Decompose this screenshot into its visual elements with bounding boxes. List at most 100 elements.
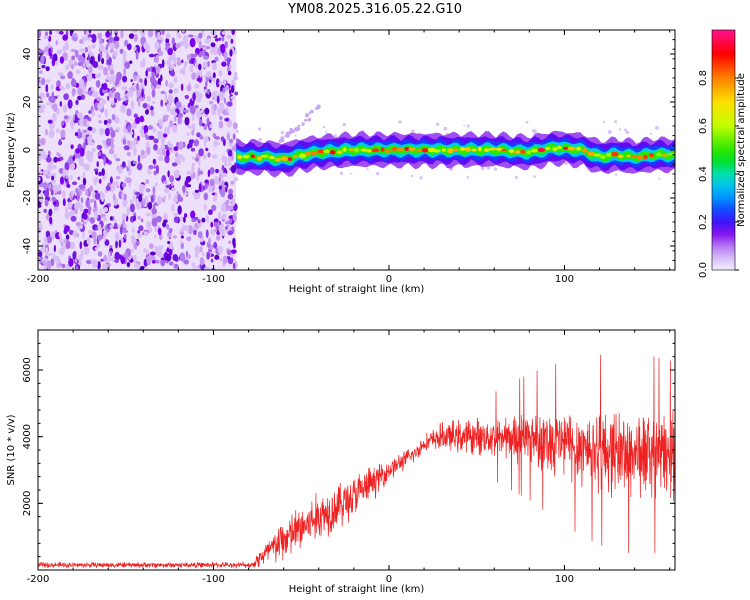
signal-hotspot <box>293 155 298 159</box>
speckle <box>463 124 465 127</box>
noise-blob <box>132 160 137 165</box>
noise-blob <box>48 183 52 190</box>
noise-blob <box>200 108 204 114</box>
noise-blob <box>170 149 175 154</box>
noise-blob <box>73 33 78 38</box>
noise-blob <box>91 110 95 117</box>
noise-blob <box>224 41 228 48</box>
noise-blob <box>104 108 108 118</box>
noise-blob <box>199 136 204 140</box>
speckle <box>436 122 440 127</box>
noise-blob <box>145 249 150 255</box>
signal-hotspot <box>567 146 576 151</box>
noise-blob <box>137 233 143 239</box>
noise-blob <box>65 234 70 240</box>
noise-blob <box>194 52 198 57</box>
noise-blob <box>180 83 184 92</box>
noise-blob <box>187 107 190 112</box>
noise-blob <box>166 224 170 230</box>
signal-hotspot <box>366 149 372 153</box>
noise-blob <box>177 205 182 215</box>
noise-blob <box>208 100 214 105</box>
speckle <box>235 129 240 133</box>
noise-blob <box>198 118 203 127</box>
signal-hotspot <box>310 151 317 156</box>
noise-blob <box>175 42 181 49</box>
noise-blob <box>191 162 196 168</box>
noise-blob <box>190 210 196 219</box>
noise-blob <box>38 30 41 39</box>
noise-blob <box>201 252 205 257</box>
noise-blob <box>126 151 131 157</box>
noise-blob <box>108 148 115 155</box>
noise-blob <box>130 99 135 110</box>
noise-blob <box>169 175 175 183</box>
noise-blob <box>76 192 80 202</box>
noise-blob <box>67 201 73 209</box>
noise-blob <box>132 138 137 147</box>
noise-blob <box>59 85 64 90</box>
noise-blob <box>191 130 195 136</box>
noise-blob <box>180 235 184 239</box>
noise-blob <box>227 193 234 200</box>
noise-blob <box>191 123 196 132</box>
noise-blob <box>88 30 92 34</box>
noise-blob <box>153 138 159 144</box>
speckle <box>618 128 621 131</box>
noise-blob <box>171 37 175 46</box>
noise-blob <box>145 188 151 193</box>
noise-blob <box>151 217 158 227</box>
noise-blob <box>129 60 133 64</box>
signal-hotspot <box>600 155 606 159</box>
noise-blob <box>44 263 47 270</box>
noise-blob <box>182 185 186 194</box>
noise-blob <box>168 227 173 234</box>
signal-hotspot <box>391 146 398 152</box>
speckle <box>293 130 296 133</box>
noise-blob <box>147 201 153 210</box>
noise-blob <box>103 66 108 76</box>
noise-blob <box>105 138 112 147</box>
noise-blob <box>112 75 116 84</box>
speckle <box>322 125 326 129</box>
noise-blob <box>156 84 161 89</box>
signal-hotspot <box>380 147 385 152</box>
noise-blob <box>225 199 230 204</box>
noise-blob <box>216 95 220 104</box>
noise-blob <box>144 77 148 87</box>
signal-hotspot <box>416 148 422 152</box>
noise-blob <box>108 91 113 98</box>
noise-blob <box>193 139 200 147</box>
noise-blob <box>121 86 126 91</box>
noise-blob <box>228 89 232 95</box>
noise-blob <box>177 154 184 160</box>
noise-blob <box>74 202 80 210</box>
noise-blob <box>102 140 106 144</box>
noise-blob <box>163 114 170 119</box>
noise-blob <box>51 196 56 202</box>
noise-blob <box>142 267 149 270</box>
noise-blob <box>134 191 141 196</box>
noise-blob <box>59 101 63 107</box>
noise-blob <box>103 233 107 242</box>
signal-hotspot <box>329 150 336 155</box>
noise-blob <box>91 43 96 49</box>
noise-blob <box>189 106 196 115</box>
noise-blob <box>214 136 220 140</box>
noise-blob <box>44 190 50 198</box>
noise-blob <box>129 131 134 136</box>
y-tick-label: 2000 <box>22 491 33 516</box>
noise-blob <box>232 214 237 221</box>
noise-blob <box>202 46 207 51</box>
noise-blob <box>195 62 199 69</box>
noise-blob <box>124 251 129 260</box>
noise-blob <box>151 88 156 98</box>
noise-blob <box>188 139 193 149</box>
noise-blob <box>190 147 196 152</box>
noise-blob <box>204 181 208 190</box>
noise-blob <box>173 212 179 216</box>
noise-blob <box>210 221 214 228</box>
noise-blob <box>222 213 227 218</box>
noise-blob <box>113 36 120 42</box>
noise-blob <box>210 46 214 55</box>
